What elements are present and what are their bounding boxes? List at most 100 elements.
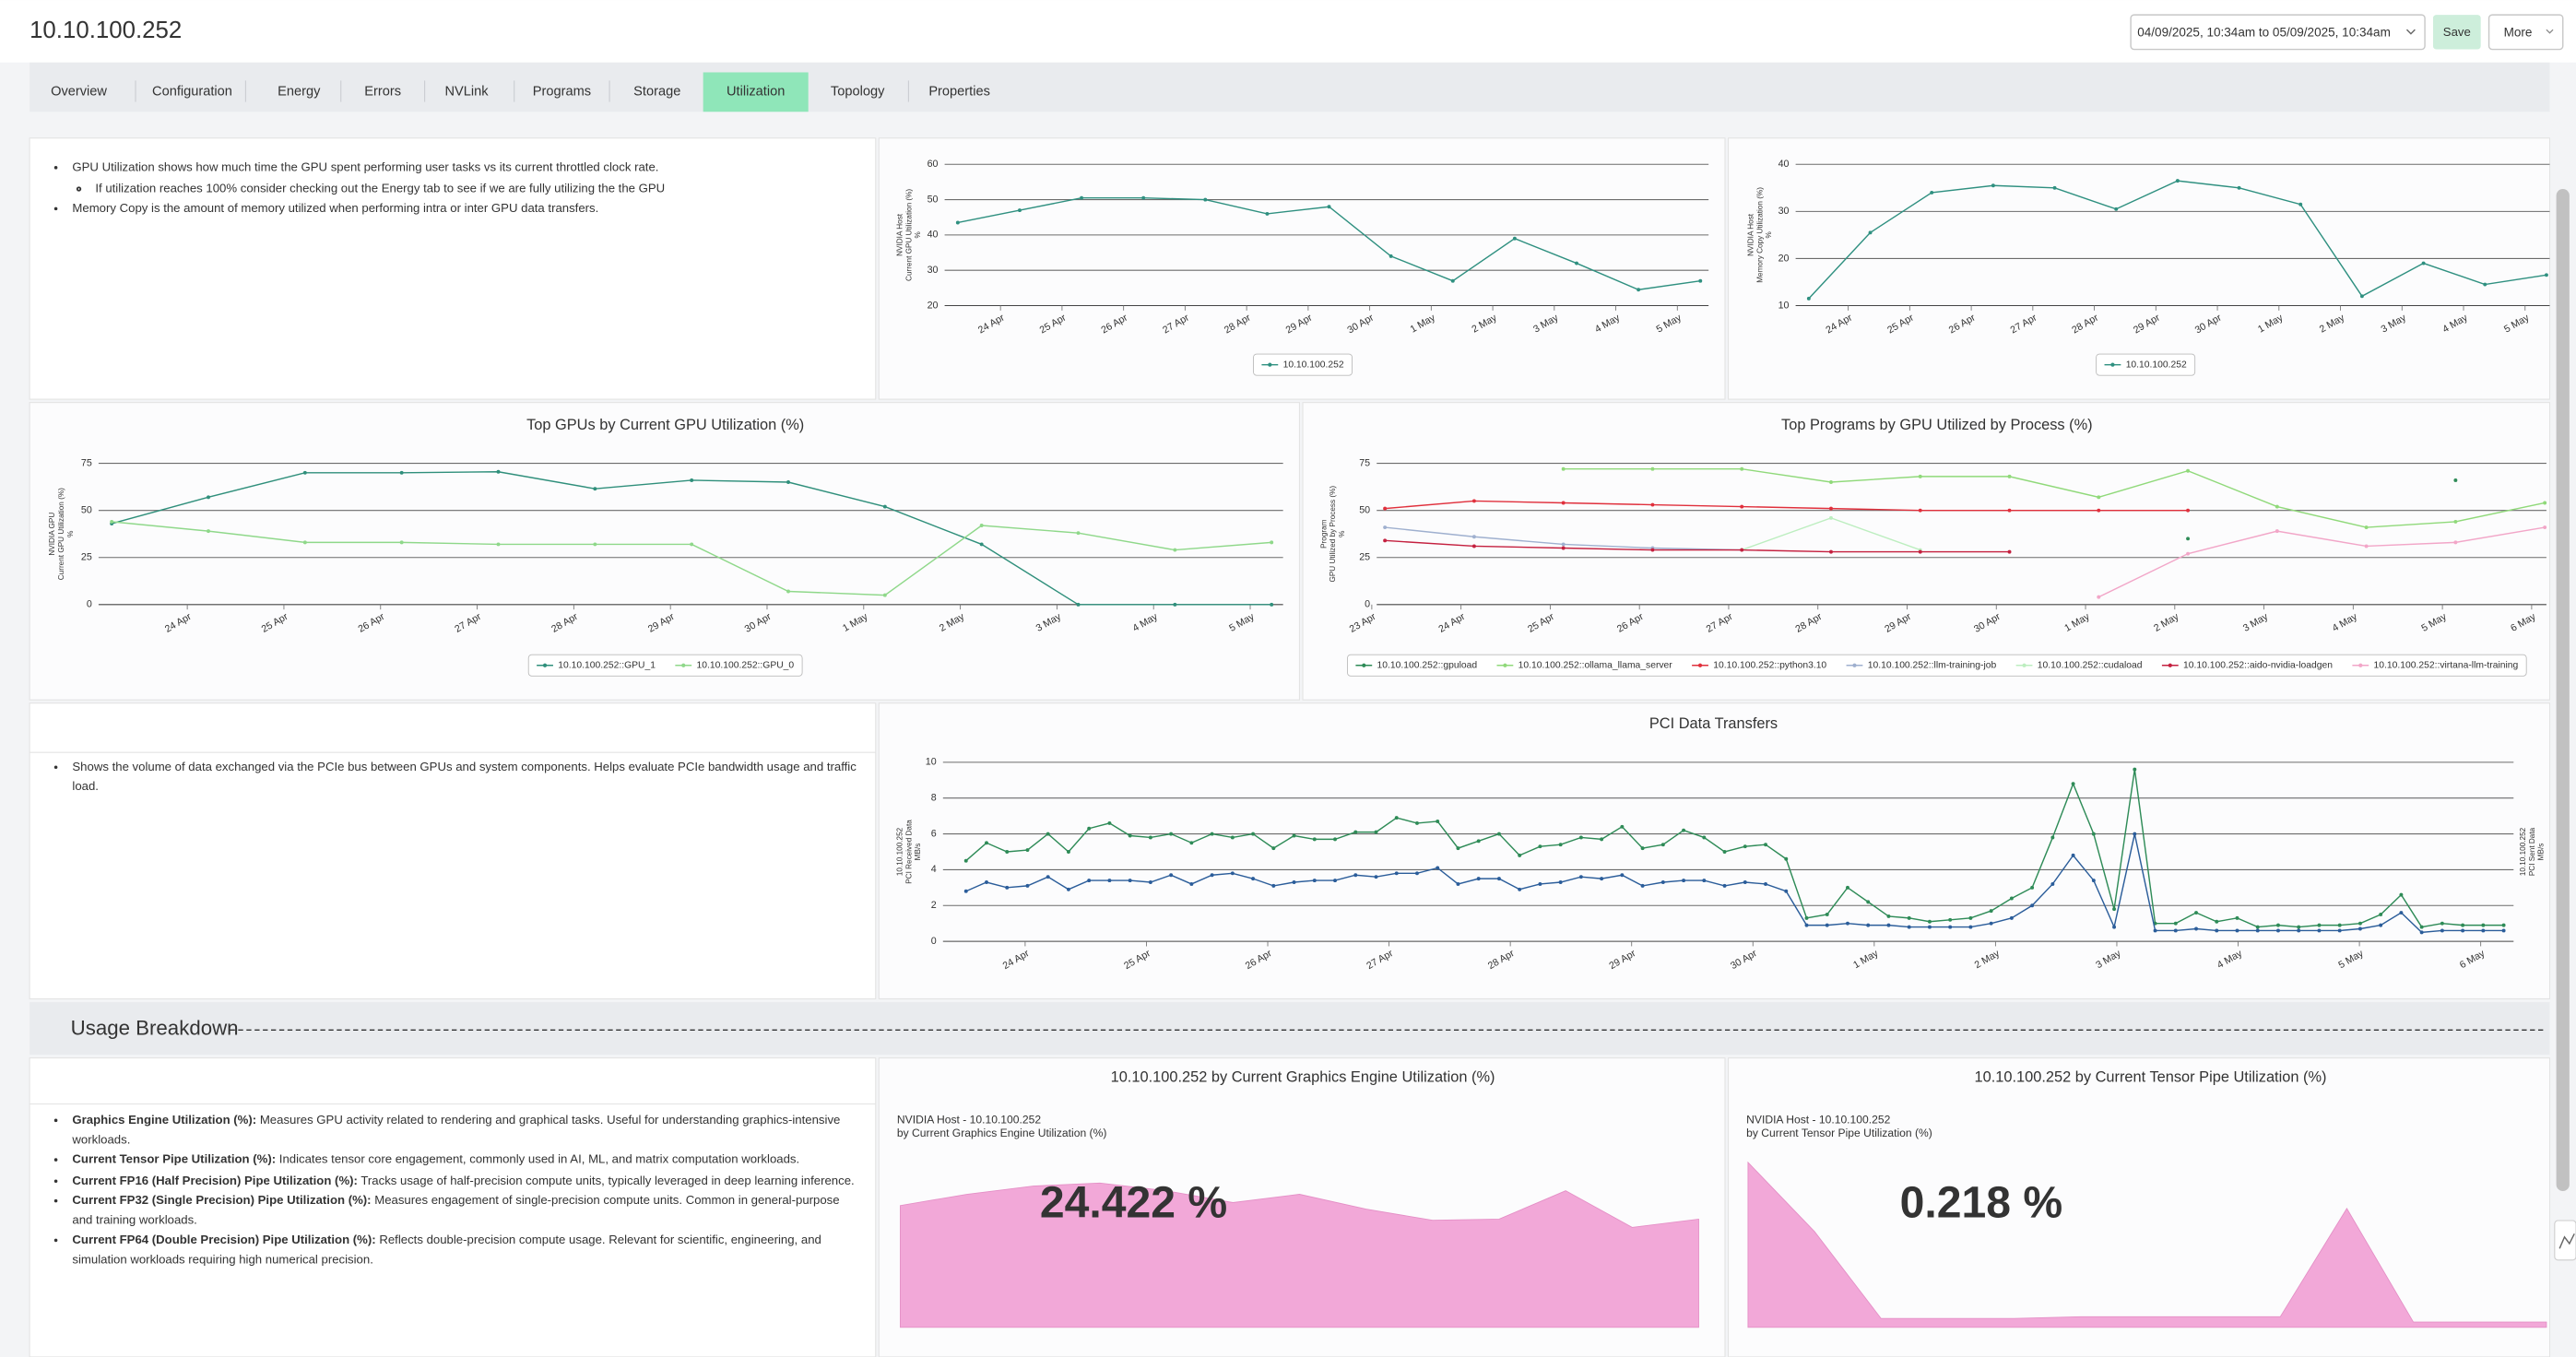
chart-subtitle: by Current Graphics Engine Utilization (… (897, 1127, 1106, 1139)
data-point (1886, 923, 1891, 927)
data-point (2071, 853, 2075, 857)
data-point (1886, 914, 1891, 918)
data-point (496, 469, 501, 474)
tab[interactable]: Storage (633, 85, 680, 100)
data-point (2337, 928, 2342, 933)
data-point (1230, 871, 1235, 876)
chart-title: Top GPUs by Current GPU Utilization (%) (526, 417, 804, 433)
notes-container: GPU Utilization shows how much time the … (46, 158, 859, 387)
data-point (1148, 880, 1152, 884)
data-point (2501, 923, 2506, 927)
note-item: Current Tensor Pipe Utilization (%): Ind… (72, 1150, 859, 1168)
data-point (1806, 296, 1811, 301)
data-point (1388, 254, 1393, 258)
data-point (1230, 835, 1235, 840)
data-point (1660, 843, 1665, 847)
data-point (2114, 206, 2119, 211)
data-point (985, 841, 988, 845)
data-point (1558, 880, 1563, 884)
data-point (2461, 923, 2465, 927)
data-point (1189, 841, 1194, 845)
note-item: Shows the volume of data exchanged via t… (72, 758, 859, 796)
legend: 10.10.100.252 (2096, 353, 2196, 376)
data-point (2091, 879, 2096, 883)
more-button[interactable] (2487, 14, 2564, 51)
data-point (1270, 602, 1274, 607)
data-point (882, 504, 887, 509)
note-item: Current FP16 (Half Precision) Pipe Utili… (72, 1171, 859, 1189)
data-point (1017, 208, 1022, 213)
data-point (1374, 875, 1378, 879)
data-point (2112, 907, 2117, 912)
y-tick-label: 50 (81, 504, 92, 515)
data-point (1918, 474, 1922, 478)
data-point (1087, 826, 1092, 831)
data-point (593, 487, 597, 491)
y-axis-label: Current GPU Utilization (%) (904, 189, 913, 281)
data-point (1374, 830, 1378, 834)
data-point (1251, 832, 1256, 836)
data-point (1265, 211, 1270, 216)
date-range-picker[interactable] (2130, 14, 2426, 51)
y-tick-label: 6 (931, 828, 937, 839)
data-point (2112, 925, 2117, 929)
data-point (1650, 502, 1655, 507)
data-point (2453, 519, 2458, 524)
panel (878, 702, 2551, 1000)
data-point (2501, 928, 2506, 933)
scrollbar-thumb[interactable] (2556, 188, 2570, 1191)
data-point (2186, 551, 2191, 556)
big-value: 24.422 % (1040, 1178, 1227, 1228)
data-point (1203, 197, 1208, 202)
side-handle[interactable] (2554, 1220, 2576, 1261)
data-point (2175, 179, 2180, 183)
y-tick-label: 2 (931, 900, 937, 911)
tab[interactable]: Programs (533, 85, 591, 100)
tab[interactable]: Configuration (152, 85, 232, 100)
legend-label: 10.10.100.252 (2126, 360, 2187, 370)
data-point (1210, 832, 1214, 836)
tab[interactable]: NVLink (445, 85, 490, 100)
data-point (2097, 495, 2101, 500)
data-point (1538, 844, 1542, 849)
y-axis-label: MB/s (914, 844, 922, 861)
notes: GPU Utilization shows how much time the … (46, 158, 859, 218)
tab[interactable]: Energy (278, 85, 321, 100)
data-point (1682, 828, 1686, 832)
data-point (1107, 879, 1112, 883)
data-point (2007, 474, 2012, 478)
y-tick-label: 75 (81, 457, 92, 468)
data-point (2009, 915, 2014, 920)
data-point (1496, 877, 1501, 881)
data-point (1660, 880, 1665, 884)
tab[interactable]: Topology (831, 85, 885, 100)
note-item: Memory Copy is the amount of memory util… (72, 199, 859, 218)
data-point (2298, 202, 2303, 206)
data-point (2317, 928, 2322, 933)
data-point (1740, 466, 1744, 471)
data-point (690, 542, 694, 547)
series-line (965, 769, 2504, 928)
data-point (1025, 848, 1030, 853)
data-point (2543, 525, 2547, 530)
data-point (1702, 879, 1707, 883)
data-point (1784, 889, 1789, 893)
data-point (1518, 853, 1522, 857)
legend-box (1347, 654, 2527, 677)
data-point (1169, 873, 1174, 878)
note-text: Measures GPU activity related to renderi… (72, 1112, 841, 1146)
data-point (1740, 504, 1744, 509)
big-value: 0.218 % (1900, 1178, 2063, 1228)
data-point (1436, 820, 1440, 823)
data-point (399, 540, 404, 545)
tab[interactable]: Errors (364, 85, 401, 100)
data-point (1189, 881, 1194, 886)
data-point (1650, 548, 1655, 552)
y-tick-label: 8 (931, 793, 937, 804)
tab[interactable]: Utilization (727, 85, 785, 100)
tab[interactable]: Properties (928, 85, 990, 100)
tabs: Overview Configuration Energy Errors NVLink P… (51, 72, 990, 112)
panel (29, 402, 1301, 701)
save-button[interactable] (2432, 15, 2481, 50)
tab[interactable]: Overview (51, 85, 107, 100)
